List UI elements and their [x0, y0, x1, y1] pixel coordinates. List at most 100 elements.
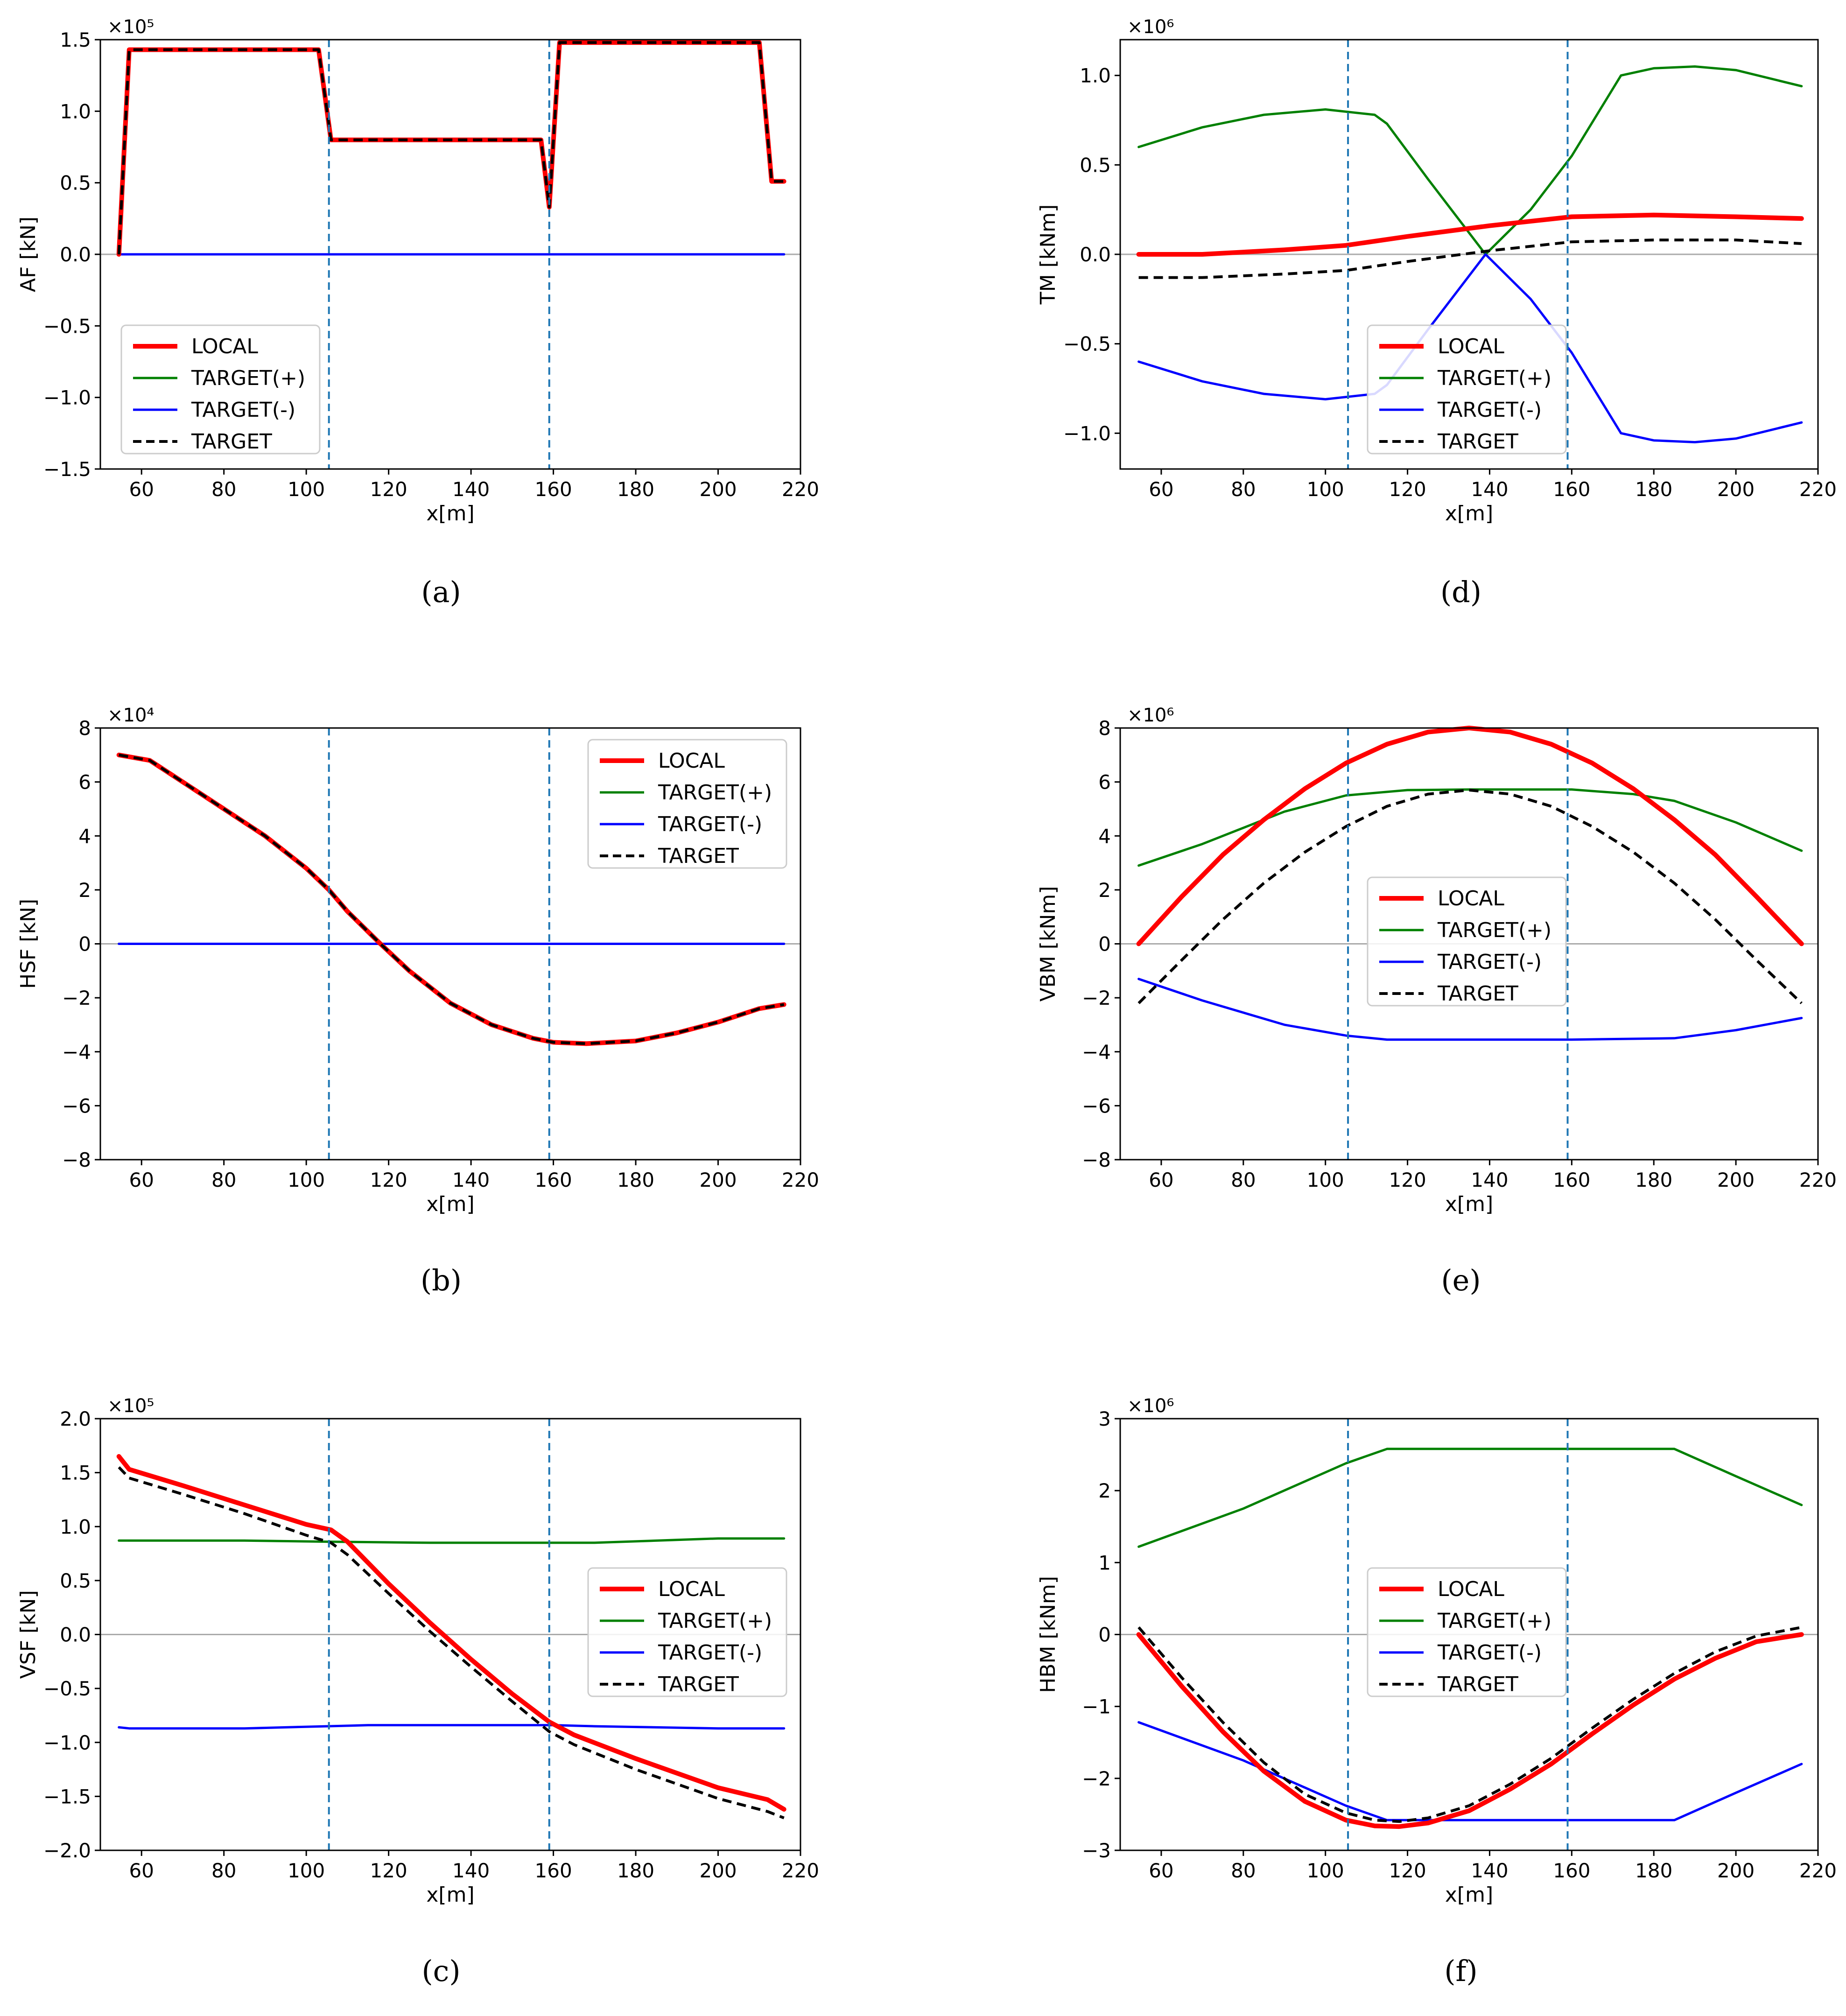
- x-tick-label: 180: [617, 1169, 654, 1191]
- series-line-target: [118, 1466, 785, 1820]
- y-tick-label: 8: [78, 717, 91, 740]
- axis-multiplier: ×10⁶: [1127, 1395, 1174, 1417]
- series-line-local: [116, 40, 786, 257]
- x-tick-label: 160: [1553, 478, 1590, 501]
- x-tick-label: 140: [452, 478, 490, 501]
- y-tick-label: −2: [1082, 1767, 1111, 1790]
- legend-label: TARGET(-): [1437, 1641, 1542, 1665]
- y-tick-label: −2.0: [43, 1839, 91, 1862]
- series-line-target: [118, 1537, 786, 1544]
- y-tick-label: 0.5: [1080, 154, 1111, 176]
- y-axis-label: HSF [kN]: [16, 899, 40, 989]
- y-tick-label: 1.0: [60, 100, 91, 123]
- series-line-target: [1137, 978, 1803, 1041]
- y-tick-label: −8: [1082, 1148, 1111, 1171]
- legend-box: [1367, 876, 1567, 1007]
- legend-label: TARGET(+): [1437, 918, 1551, 942]
- x-tick-label: 120: [1389, 478, 1426, 501]
- chart-panel-e: 60 80 100 120 140 160 180 200 220 −8 −6 −4 −2 0 2 4 6 8 ×1…: [1036, 705, 1837, 1297]
- y-axis-label: VSF [kN]: [16, 1590, 40, 1679]
- chart-panel-b: 60 80 100 120 140 160 180 200 220 −8 −6 −4 −2 0 2 4 6 8 ×1…: [16, 705, 819, 1297]
- x-tick-label: 60: [1149, 478, 1173, 501]
- y-tick-label: 0.0: [60, 1624, 91, 1646]
- legend-label: TARGET: [658, 844, 739, 868]
- chart-panel-a: 60 80 100 120 140 160 180 200 220 −1.5 −1.0 −0.5 0.0…: [16, 16, 819, 609]
- legend-label: LOCAL: [658, 749, 725, 773]
- x-tick-label: 120: [1389, 1859, 1426, 1882]
- legend-label: TARGET: [1437, 1673, 1518, 1696]
- legend: LOCAL TARGET(+) TARGET(-) TARGET: [1367, 1567, 1567, 1697]
- y-tick-label: 6: [78, 771, 91, 794]
- x-axis-label: x[m]: [426, 1883, 474, 1907]
- y-tick-label: 8: [1098, 717, 1111, 740]
- panel-caption: (c): [421, 1954, 460, 1988]
- legend-label: TARGET(+): [1437, 1609, 1551, 1633]
- x-tick-label: 180: [1635, 1169, 1672, 1191]
- y-tick-label: 0: [1098, 1624, 1111, 1646]
- series-line-target: [1138, 238, 1802, 279]
- y-tick-label: −1.0: [43, 1731, 91, 1754]
- x-tick-label: 140: [1471, 478, 1508, 501]
- series-line-target: [119, 753, 785, 1045]
- x-tick-label: 80: [1231, 478, 1256, 501]
- series-line-target: [1137, 788, 1803, 867]
- legend-box: [1367, 1567, 1567, 1697]
- y-axis-label: AF [kN]: [16, 217, 40, 292]
- x-axis-label: x[m]: [426, 1192, 474, 1216]
- x-tick-label: 80: [1231, 1169, 1256, 1191]
- x-tick-label: 180: [617, 478, 654, 501]
- y-tick-label: −1.5: [43, 1785, 91, 1808]
- legend-label: TARGET: [658, 1673, 739, 1696]
- y-tick-label: −3: [1082, 1839, 1111, 1862]
- series-line-target: [1137, 253, 1803, 443]
- y-tick-label: 1.0: [1080, 64, 1111, 87]
- legend-box: [1367, 324, 1567, 455]
- legend-label: TARGET(+): [658, 1609, 772, 1633]
- panel-caption: (f): [1444, 1954, 1477, 1988]
- y-tick-label: −4: [1082, 1041, 1111, 1064]
- y-tick-label: 0.5: [60, 1569, 91, 1592]
- legend-label: TARGET(-): [658, 1641, 762, 1665]
- y-tick-label: 1.0: [60, 1515, 91, 1538]
- x-tick-label: 200: [1717, 478, 1755, 501]
- legend-label: TARGET(-): [1437, 398, 1542, 422]
- legend: LOCAL TARGET(+) TARGET(-) TARGET: [1367, 876, 1567, 1007]
- x-tick-label: 200: [699, 1169, 737, 1191]
- y-tick-label: −0.5: [43, 315, 91, 337]
- y-axis-label: VBM [kNm]: [1036, 886, 1060, 1002]
- x-tick-label: 80: [211, 478, 236, 501]
- series-line-target: [1137, 1626, 1802, 1823]
- x-tick-label: 200: [699, 478, 737, 501]
- x-tick-label: 60: [1149, 1859, 1173, 1882]
- x-tick-label: 180: [1635, 478, 1672, 501]
- legend-label: TARGET(-): [1437, 950, 1542, 974]
- chart-panel-c: 60 80 100 120 140 160 180 200 220 −2.0 −1.5 −1.0 −0.…: [16, 1395, 819, 1988]
- x-tick-label: 60: [129, 478, 154, 501]
- y-tick-label: −0.5: [43, 1677, 91, 1700]
- y-tick-label: −0.5: [1063, 333, 1111, 356]
- series-line-target: [118, 1724, 786, 1730]
- x-tick-label: 80: [1231, 1859, 1256, 1882]
- x-tick-label: 60: [129, 1859, 154, 1882]
- panel-caption: (a): [421, 575, 461, 609]
- x-tick-label: 200: [1717, 1169, 1755, 1191]
- y-axis-label: HBM [kNm]: [1036, 1576, 1060, 1693]
- y-tick-label: 2: [78, 879, 91, 902]
- legend-label: TARGET(+): [191, 366, 305, 390]
- y-tick-label: 4: [1098, 825, 1111, 847]
- axis-multiplier: ×10⁶: [1127, 705, 1174, 726]
- legend: LOCAL TARGET(+) TARGET(-) TARGET: [1367, 324, 1567, 455]
- x-tick-label: 220: [782, 478, 819, 501]
- x-tick-label: 220: [782, 1169, 819, 1191]
- y-tick-label: −6: [62, 1094, 91, 1117]
- x-tick-label: 120: [370, 1859, 407, 1882]
- legend-box: [587, 739, 787, 869]
- legend-label: TARGET: [1437, 982, 1518, 1006]
- legend-label: LOCAL: [1438, 335, 1504, 358]
- x-tick-label: 140: [1471, 1169, 1508, 1191]
- y-tick-label: 0.0: [60, 243, 91, 266]
- x-tick-label: 200: [699, 1859, 737, 1882]
- y-tick-label: −6: [1082, 1094, 1111, 1117]
- legend-label: LOCAL: [191, 335, 258, 358]
